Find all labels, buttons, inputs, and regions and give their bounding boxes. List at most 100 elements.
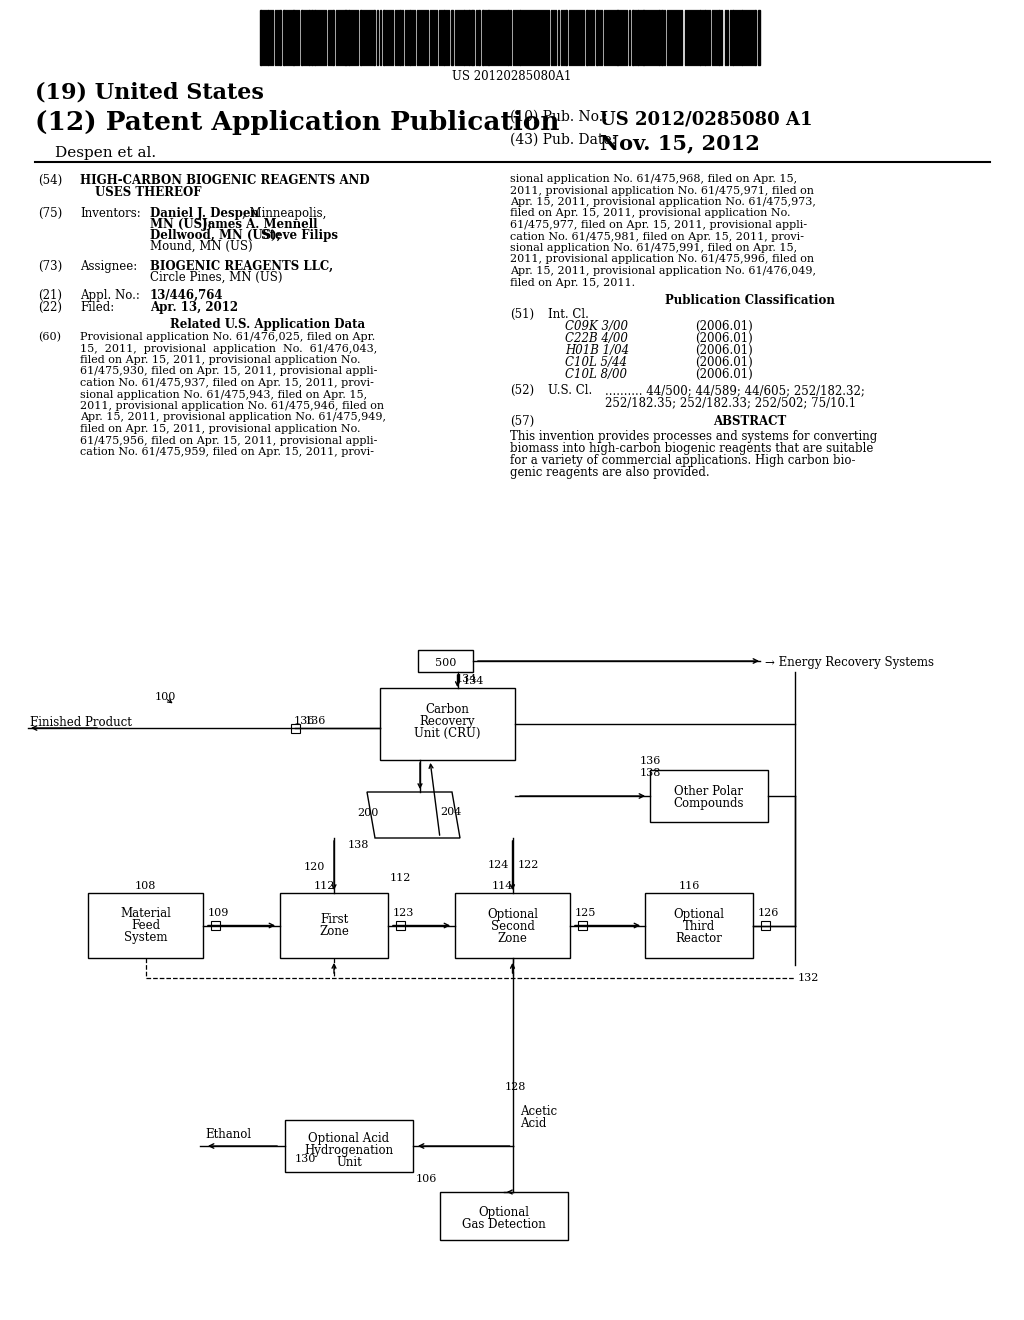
Bar (260, 11, 262, 65)
Bar (741, 11, 743, 65)
Bar (418, 649, 473, 672)
Text: Second: Second (490, 920, 535, 933)
Text: Third: Third (683, 920, 715, 933)
Text: This invention provides processes and systems for converting: This invention provides processes and sy… (510, 430, 878, 444)
Bar (642, 11, 645, 65)
Text: (43) Pub. Date:: (43) Pub. Date: (510, 133, 616, 147)
Bar (482, 11, 484, 65)
Text: Provisional application No. 61/476,025, filed on Apr.: Provisional application No. 61/476,025, … (80, 333, 375, 342)
Bar (308, 11, 310, 65)
Text: (2006.01): (2006.01) (695, 356, 753, 370)
Bar (280, 894, 388, 958)
Bar (662, 11, 663, 65)
Text: First: First (319, 913, 348, 927)
Bar (301, 11, 303, 65)
Text: 128: 128 (505, 1082, 526, 1092)
Bar (578, 921, 587, 931)
Bar (380, 688, 515, 760)
Text: Unit (CRU): Unit (CRU) (415, 727, 480, 741)
Text: 122: 122 (517, 861, 539, 870)
Text: Optional: Optional (478, 1206, 529, 1218)
Bar (468, 11, 470, 65)
Bar (291, 723, 299, 733)
Text: (12) Patent Application Publication: (12) Patent Application Publication (35, 110, 559, 135)
Text: Int. Cl.: Int. Cl. (548, 308, 589, 321)
Text: ABSTRACT: ABSTRACT (714, 414, 786, 428)
Text: 2011, provisional application No. 61/475,996, filed on: 2011, provisional application No. 61/475… (510, 255, 814, 264)
Text: .......... 44/500; 44/589; 44/605; 252/182.32;: .......... 44/500; 44/589; 44/605; 252/1… (605, 384, 865, 397)
Text: Acid: Acid (520, 1117, 547, 1130)
Text: Optional Acid: Optional Acid (308, 1133, 389, 1144)
Text: Ethanol: Ethanol (205, 1129, 251, 1140)
Bar (344, 11, 347, 65)
Text: 124: 124 (487, 861, 509, 870)
Text: C10L 5/44: C10L 5/44 (565, 356, 627, 370)
Text: (2006.01): (2006.01) (695, 345, 753, 356)
Text: 123: 123 (393, 908, 415, 917)
Text: 109: 109 (208, 908, 229, 917)
Text: (73): (73) (38, 260, 62, 273)
Bar (586, 11, 588, 65)
Bar (455, 894, 570, 958)
Text: 138: 138 (640, 768, 662, 777)
Text: US 20120285080A1: US 20120285080A1 (453, 70, 571, 83)
Text: Apr. 15, 2011, provisional application No. 61/475,973,: Apr. 15, 2011, provisional application N… (510, 197, 816, 207)
Text: US 2012/0285080 A1: US 2012/0285080 A1 (600, 110, 812, 128)
Text: (2006.01): (2006.01) (695, 333, 753, 345)
Text: 13/446,764: 13/446,764 (150, 289, 223, 302)
Text: (60): (60) (38, 333, 61, 342)
Bar (699, 11, 701, 65)
Bar (348, 11, 350, 65)
Text: 200: 200 (357, 808, 379, 818)
Text: 106: 106 (416, 1173, 437, 1184)
Text: 125: 125 (575, 908, 596, 917)
Text: → Energy Recovery Systems: → Energy Recovery Systems (765, 656, 934, 669)
Text: cation No. 61/475,981, filed on Apr. 15, 2011, provi-: cation No. 61/475,981, filed on Apr. 15,… (510, 231, 804, 242)
Text: 252/182.35; 252/182.33; 252/502; 75/10.1: 252/182.35; 252/182.33; 252/502; 75/10.1 (605, 396, 856, 409)
Text: C09K 3/00: C09K 3/00 (565, 319, 628, 333)
Bar (507, 11, 509, 65)
Text: Inventors:: Inventors: (80, 207, 140, 220)
Text: sional application No. 61/475,968, filed on Apr. 15,: sional application No. 61/475,968, filed… (510, 174, 797, 183)
Text: System: System (124, 931, 167, 944)
Text: genic reagents are also provided.: genic reagents are also provided. (510, 466, 710, 479)
Bar (658, 11, 660, 65)
Text: MN (US);: MN (US); (150, 218, 212, 231)
Bar (732, 11, 734, 65)
Bar (395, 921, 404, 931)
Text: 126: 126 (758, 908, 779, 917)
Text: 2011, provisional application No. 61/475,946, filed on: 2011, provisional application No. 61/475… (80, 401, 384, 411)
Bar (754, 11, 756, 65)
Bar (471, 11, 474, 65)
Text: Steve Filips: Steve Filips (257, 228, 338, 242)
Bar (409, 11, 411, 65)
Text: 136: 136 (294, 715, 315, 726)
Text: filed on Apr. 15, 2011, provisional application No.: filed on Apr. 15, 2011, provisional appl… (80, 355, 360, 366)
Text: 112: 112 (313, 880, 335, 891)
Text: 136: 136 (305, 715, 327, 726)
Text: filed on Apr. 15, 2011, provisional application No.: filed on Apr. 15, 2011, provisional appl… (510, 209, 791, 219)
Text: 120: 120 (304, 862, 326, 873)
Bar (373, 11, 375, 65)
Text: Carbon: Carbon (426, 704, 469, 715)
Text: Feed: Feed (131, 919, 160, 932)
Bar (283, 11, 285, 65)
Bar (632, 11, 634, 65)
Bar (650, 770, 768, 822)
Text: (10) Pub. No.:: (10) Pub. No.: (510, 110, 607, 124)
Text: Optional: Optional (674, 908, 725, 921)
Text: BIOGENIC REAGENTS LLC,: BIOGENIC REAGENTS LLC, (150, 260, 333, 273)
Bar (211, 921, 219, 931)
Text: 114: 114 (492, 880, 513, 891)
Text: Acetic: Acetic (520, 1105, 558, 1118)
Text: Nov. 15, 2012: Nov. 15, 2012 (600, 133, 760, 153)
Text: 138: 138 (348, 840, 370, 850)
Text: Appl. No.:: Appl. No.: (80, 289, 140, 302)
Bar (332, 11, 334, 65)
Text: 132: 132 (798, 973, 819, 983)
Text: Other Polar: Other Polar (675, 785, 743, 799)
Text: (54): (54) (38, 174, 62, 187)
Bar (383, 11, 385, 65)
Text: (52): (52) (510, 384, 535, 397)
Text: 15,  2011,  provisional  application  No.  61/476,043,: 15, 2011, provisional application No. 61… (80, 343, 377, 354)
